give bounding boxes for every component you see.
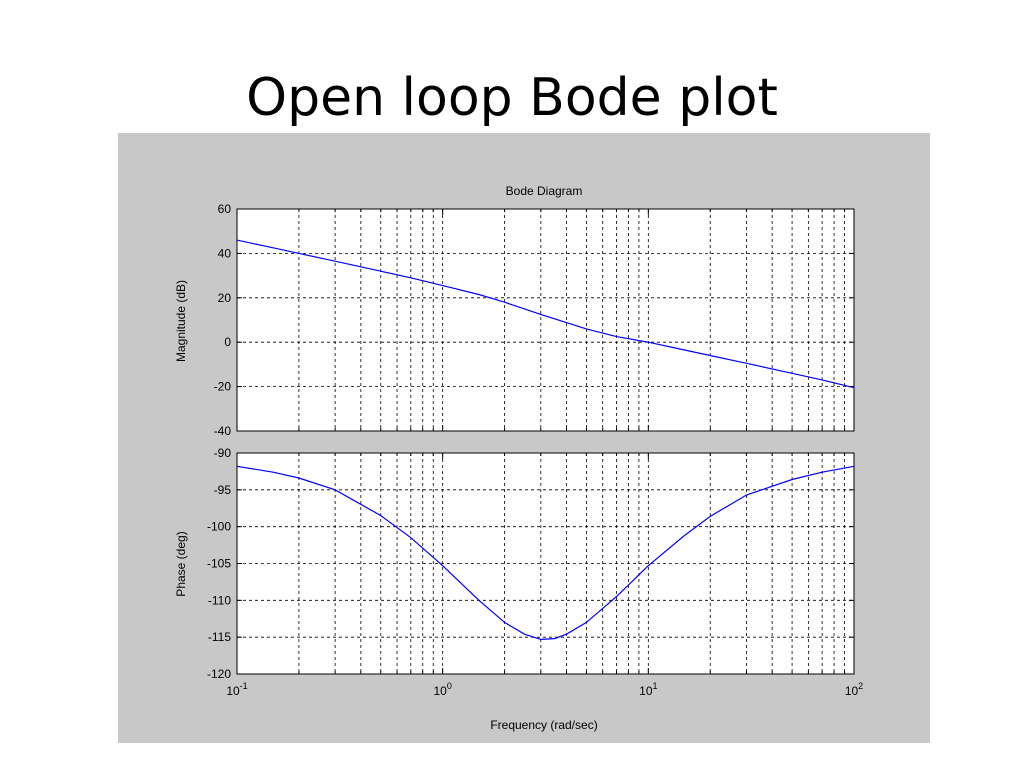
y-tick-label: -90: [214, 446, 232, 460]
axes-frame: [236, 208, 855, 432]
figure-title: Bode Diagram: [506, 184, 583, 198]
y-tick-label: 60: [218, 202, 232, 216]
frequency-xlabel: Frequency (rad/sec): [490, 718, 597, 732]
plot-area: [237, 209, 854, 431]
phase-curve: [236, 465, 855, 641]
slide-title: Open loop Bode plot: [246, 68, 778, 128]
y-tick-label: -115: [208, 630, 231, 644]
axes-frame: [236, 452, 855, 675]
y-tick-label: -110: [208, 593, 231, 607]
y-tick-label: 20: [218, 291, 232, 305]
x-tick-label: 102: [845, 681, 863, 698]
bode-figure: Bode Diagram 60 40 20 0 -20 -40 -90 -95 -100 -10…: [118, 133, 930, 743]
magnitude-curve: [236, 239, 855, 389]
x-tick-label: 10-1: [226, 681, 247, 698]
x-tick-label: 100: [433, 681, 451, 698]
y-tick-label: -95: [214, 483, 232, 497]
y-tick-label: -105: [207, 557, 231, 571]
magnitude-ylabel: Magnitude (dB): [174, 280, 188, 362]
y-tick-label: -120: [207, 667, 231, 681]
y-tick-label: 0: [224, 335, 231, 349]
magnitude-axes: 60 40 20 0 -20 -40: [214, 202, 855, 438]
y-tick-label: -40: [214, 424, 232, 438]
x-tick-label: 101: [639, 681, 657, 698]
bode-diagram-svg: Bode Diagram 60 40 20 0 -20 -40 -90 -95 -100 -10…: [174, 184, 863, 732]
y-tick-label: -100: [207, 520, 231, 534]
phase-ylabel: Phase (deg): [174, 531, 188, 596]
y-tick-label: 40: [218, 246, 232, 260]
y-tick-label: -20: [214, 380, 232, 394]
